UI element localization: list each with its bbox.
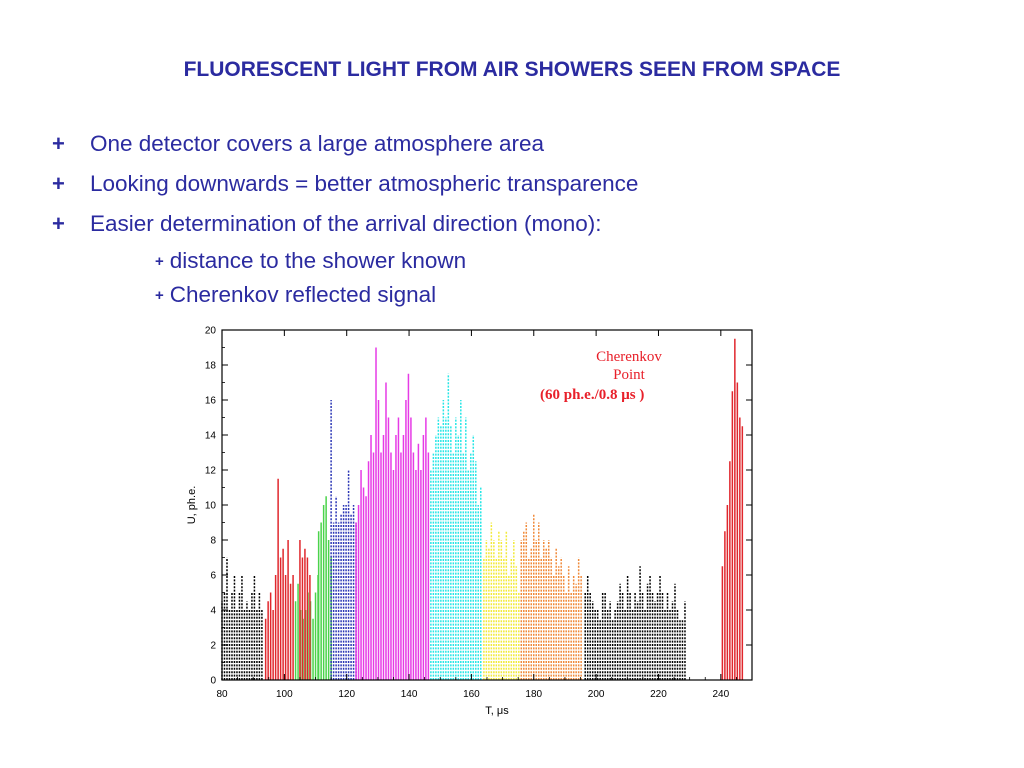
y-tick-label: 6 (210, 571, 216, 582)
subbullet-marker: + (155, 252, 164, 270)
y-tick-label: 14 (205, 431, 217, 442)
y-tick-label: 10 (205, 501, 217, 512)
slide-title: FLUORESCENT LIGHT FROM AIR SHOWERS SEEN … (183, 58, 841, 81)
bullet-text: Looking downwards = better atmospheric t… (90, 171, 639, 196)
bullet-marker: + (52, 131, 65, 156)
bullet-item: + Looking downwards = better atmospheric… (52, 164, 972, 204)
bullet-item: + Easier determination of the arrival di… (52, 204, 972, 244)
x-axis-label: T, μs (485, 705, 509, 717)
histogram-chart: 80 100 120 140 160 180 200 220 240 0 2 4 6 8 10 12 14 16 1… (175, 318, 765, 718)
bullet-marker: + (52, 171, 65, 196)
y-tick-label: 20 (205, 326, 217, 337)
x-tick-label: 80 (216, 689, 228, 700)
subbullet-marker: + (155, 286, 164, 304)
bullet-text: Easier determination of the arrival dire… (90, 211, 602, 236)
y-tick-label: 8 (210, 536, 216, 547)
y-tick-label: 18 (205, 361, 217, 372)
bullet-text: One detector covers a large atmosphere a… (90, 131, 544, 156)
subbullet-item: + Cherenkov reflected signal (52, 278, 972, 312)
x-tick-label: 180 (525, 689, 542, 700)
bullet-item: + One detector covers a large atmosphere… (52, 124, 972, 164)
subbullet-text: distance to the shower known (169, 248, 467, 273)
y-axis-label: U, ph.e. (186, 486, 198, 525)
y-tick-label: 4 (210, 606, 216, 617)
bullet-list: + One detector covers a large atmosphere… (52, 124, 972, 312)
bullet-marker: + (52, 211, 65, 236)
y-tick-label: 16 (205, 396, 217, 407)
cherenkov-annotation-note: (60 ph.e./0.8 μs ) (540, 387, 645, 403)
cherenkov-annotation-title: Cherenkov Point (596, 349, 662, 383)
y-tick-label: 0 (210, 676, 216, 687)
x-tick-label: 220 (650, 689, 667, 700)
x-tick-label: 140 (401, 689, 418, 700)
subbullet-text: Cherenkov reflected signal (169, 282, 437, 307)
x-tick-label: 160 (463, 689, 480, 700)
x-tick-label: 120 (338, 689, 355, 700)
x-tick-label: 240 (712, 689, 729, 700)
y-tick-label: 2 (210, 641, 216, 652)
chart-svg: 80 100 120 140 160 180 200 220 240 0 2 4 6 8 10 12 14 16 1… (186, 326, 753, 717)
x-tick-label: 100 (276, 689, 293, 700)
y-tick-label: 12 (205, 466, 217, 477)
x-tick-label: 200 (588, 689, 605, 700)
subbullet-item: + distance to the shower known (52, 244, 972, 278)
